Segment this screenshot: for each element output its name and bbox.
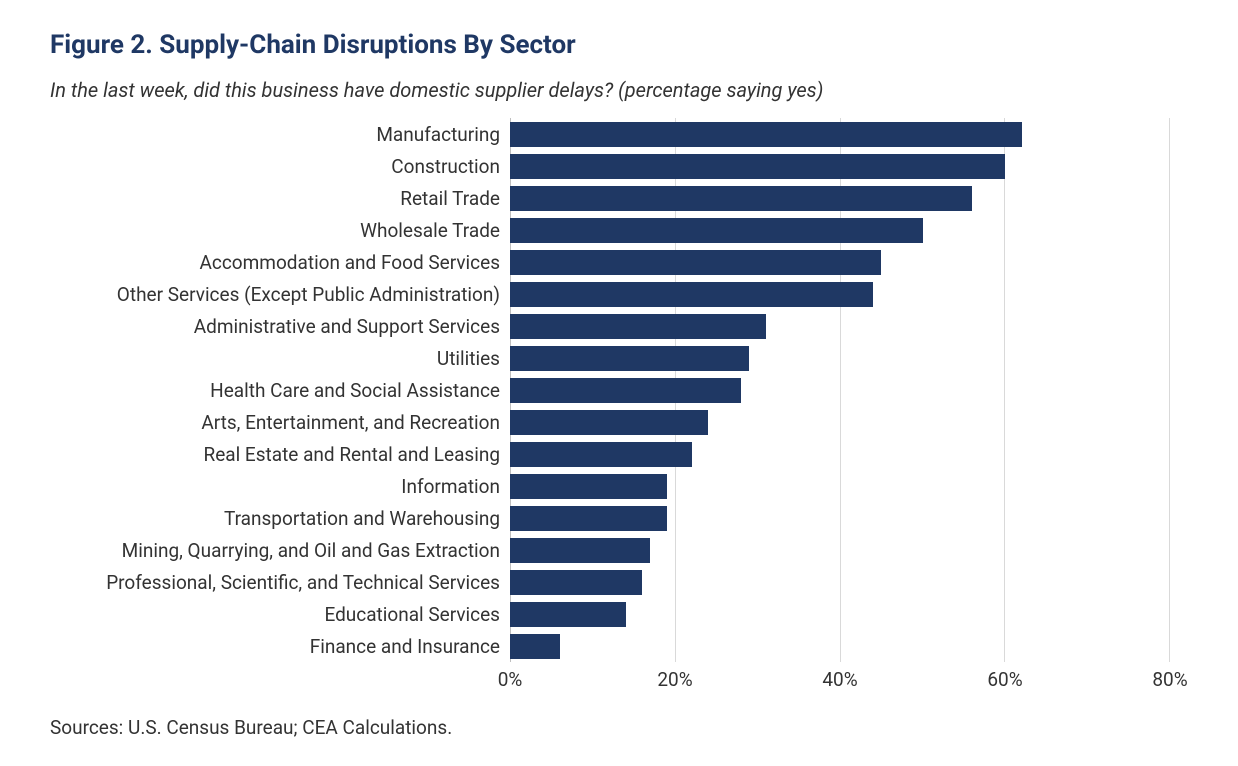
- bar: [510, 186, 972, 211]
- x-tick-label: 0%: [498, 668, 523, 691]
- x-axis-ticks: 0%20%40%60%80%: [510, 664, 1170, 692]
- bar-track: [510, 630, 1170, 662]
- bar-row: Mining, Quarrying, and Oil and Gas Extra…: [50, 534, 1170, 566]
- bar-track: [510, 182, 1170, 214]
- bar-label: Educational Services: [50, 603, 510, 626]
- bar-label: Professional, Scientific, and Technical …: [50, 571, 510, 594]
- bar: [510, 122, 1022, 147]
- bar-row: Wholesale Trade: [50, 214, 1170, 246]
- bar-track: [510, 118, 1170, 150]
- bar-label: Transportation and Warehousing: [50, 507, 510, 530]
- bar-track: [510, 310, 1170, 342]
- bar: [510, 570, 642, 595]
- bar: [510, 218, 923, 243]
- figure-title: Figure 2. Supply-Chain Disruptions By Se…: [50, 30, 1188, 60]
- bar: [510, 282, 873, 307]
- bar-track: [510, 278, 1170, 310]
- bar-track: [510, 374, 1170, 406]
- figure-subtitle: In the last week, did this business have…: [50, 78, 1188, 102]
- bar-row: Professional, Scientific, and Technical …: [50, 566, 1170, 598]
- bar-track: [510, 470, 1170, 502]
- bar: [510, 442, 692, 467]
- bar-row: Information: [50, 470, 1170, 502]
- bar: [510, 506, 667, 531]
- bar: [510, 410, 708, 435]
- bar: [510, 602, 626, 627]
- x-tick-label: 40%: [822, 668, 857, 691]
- x-axis-spacer: [50, 664, 510, 692]
- bar-row: Health Care and Social Assistance: [50, 374, 1170, 406]
- bar: [510, 538, 650, 563]
- bar: [510, 346, 749, 371]
- bar-label: Accommodation and Food Services: [50, 251, 510, 274]
- bar-row: Real Estate and Rental and Leasing: [50, 438, 1170, 470]
- bar-track: [510, 438, 1170, 470]
- bar-row: Manufacturing: [50, 118, 1170, 150]
- bar: [510, 634, 560, 659]
- bar-label: Health Care and Social Assistance: [50, 379, 510, 402]
- bar-row: Transportation and Warehousing: [50, 502, 1170, 534]
- bar-label: Real Estate and Rental and Leasing: [50, 443, 510, 466]
- bar-track: [510, 246, 1170, 278]
- x-axis: 0% 20% 40% 60% 80%: [50, 664, 1188, 692]
- bar: [510, 474, 667, 499]
- bar-label: Arts, Entertainment, and Recreation: [50, 411, 510, 434]
- bar-track: [510, 598, 1170, 630]
- bar-row: Arts, Entertainment, and Recreation: [50, 406, 1170, 438]
- bar-label: Manufacturing: [50, 123, 510, 146]
- plot-area: Manufacturing Construction Retail Trade Who…: [50, 118, 1170, 662]
- bar-label: Retail Trade: [50, 187, 510, 210]
- bar: [510, 378, 741, 403]
- bar-label: Wholesale Trade: [50, 219, 510, 242]
- bar-track: [510, 566, 1170, 598]
- sources-text: Sources: U.S. Census Bureau; CEA Calcula…: [50, 716, 1188, 739]
- bar-track: [510, 150, 1170, 182]
- bar-row: Accommodation and Food Services: [50, 246, 1170, 278]
- bar-track: [510, 502, 1170, 534]
- bar-label: Mining, Quarrying, and Oil and Gas Extra…: [50, 539, 510, 562]
- x-tick-label: 60%: [987, 668, 1022, 691]
- bar-row: Educational Services: [50, 598, 1170, 630]
- bar-track: [510, 342, 1170, 374]
- bar: [510, 314, 766, 339]
- x-tick-label: 80%: [1152, 668, 1187, 691]
- bar: [510, 154, 1005, 179]
- x-tick-label: 20%: [657, 668, 692, 691]
- bar-label: Other Services (Except Public Administra…: [50, 283, 510, 306]
- bar-track: [510, 406, 1170, 438]
- bar-label: Finance and Insurance: [50, 635, 510, 658]
- bar-label: Utilities: [50, 347, 510, 370]
- bar-track: [510, 534, 1170, 566]
- bar-label: Construction: [50, 155, 510, 178]
- bar-track: [510, 214, 1170, 246]
- bar-label: Information: [50, 475, 510, 498]
- bar-row: Utilities: [50, 342, 1170, 374]
- chart-container: Manufacturing Construction Retail Trade Who…: [50, 118, 1188, 692]
- bar: [510, 250, 881, 275]
- bar-row: Construction: [50, 150, 1170, 182]
- bars-group: Manufacturing Construction Retail Trade Who…: [50, 118, 1170, 662]
- bar-label: Administrative and Support Services: [50, 315, 510, 338]
- bar-row: Finance and Insurance: [50, 630, 1170, 662]
- bar-row: Administrative and Support Services: [50, 310, 1170, 342]
- bar-row: Retail Trade: [50, 182, 1170, 214]
- bar-row: Other Services (Except Public Administra…: [50, 278, 1170, 310]
